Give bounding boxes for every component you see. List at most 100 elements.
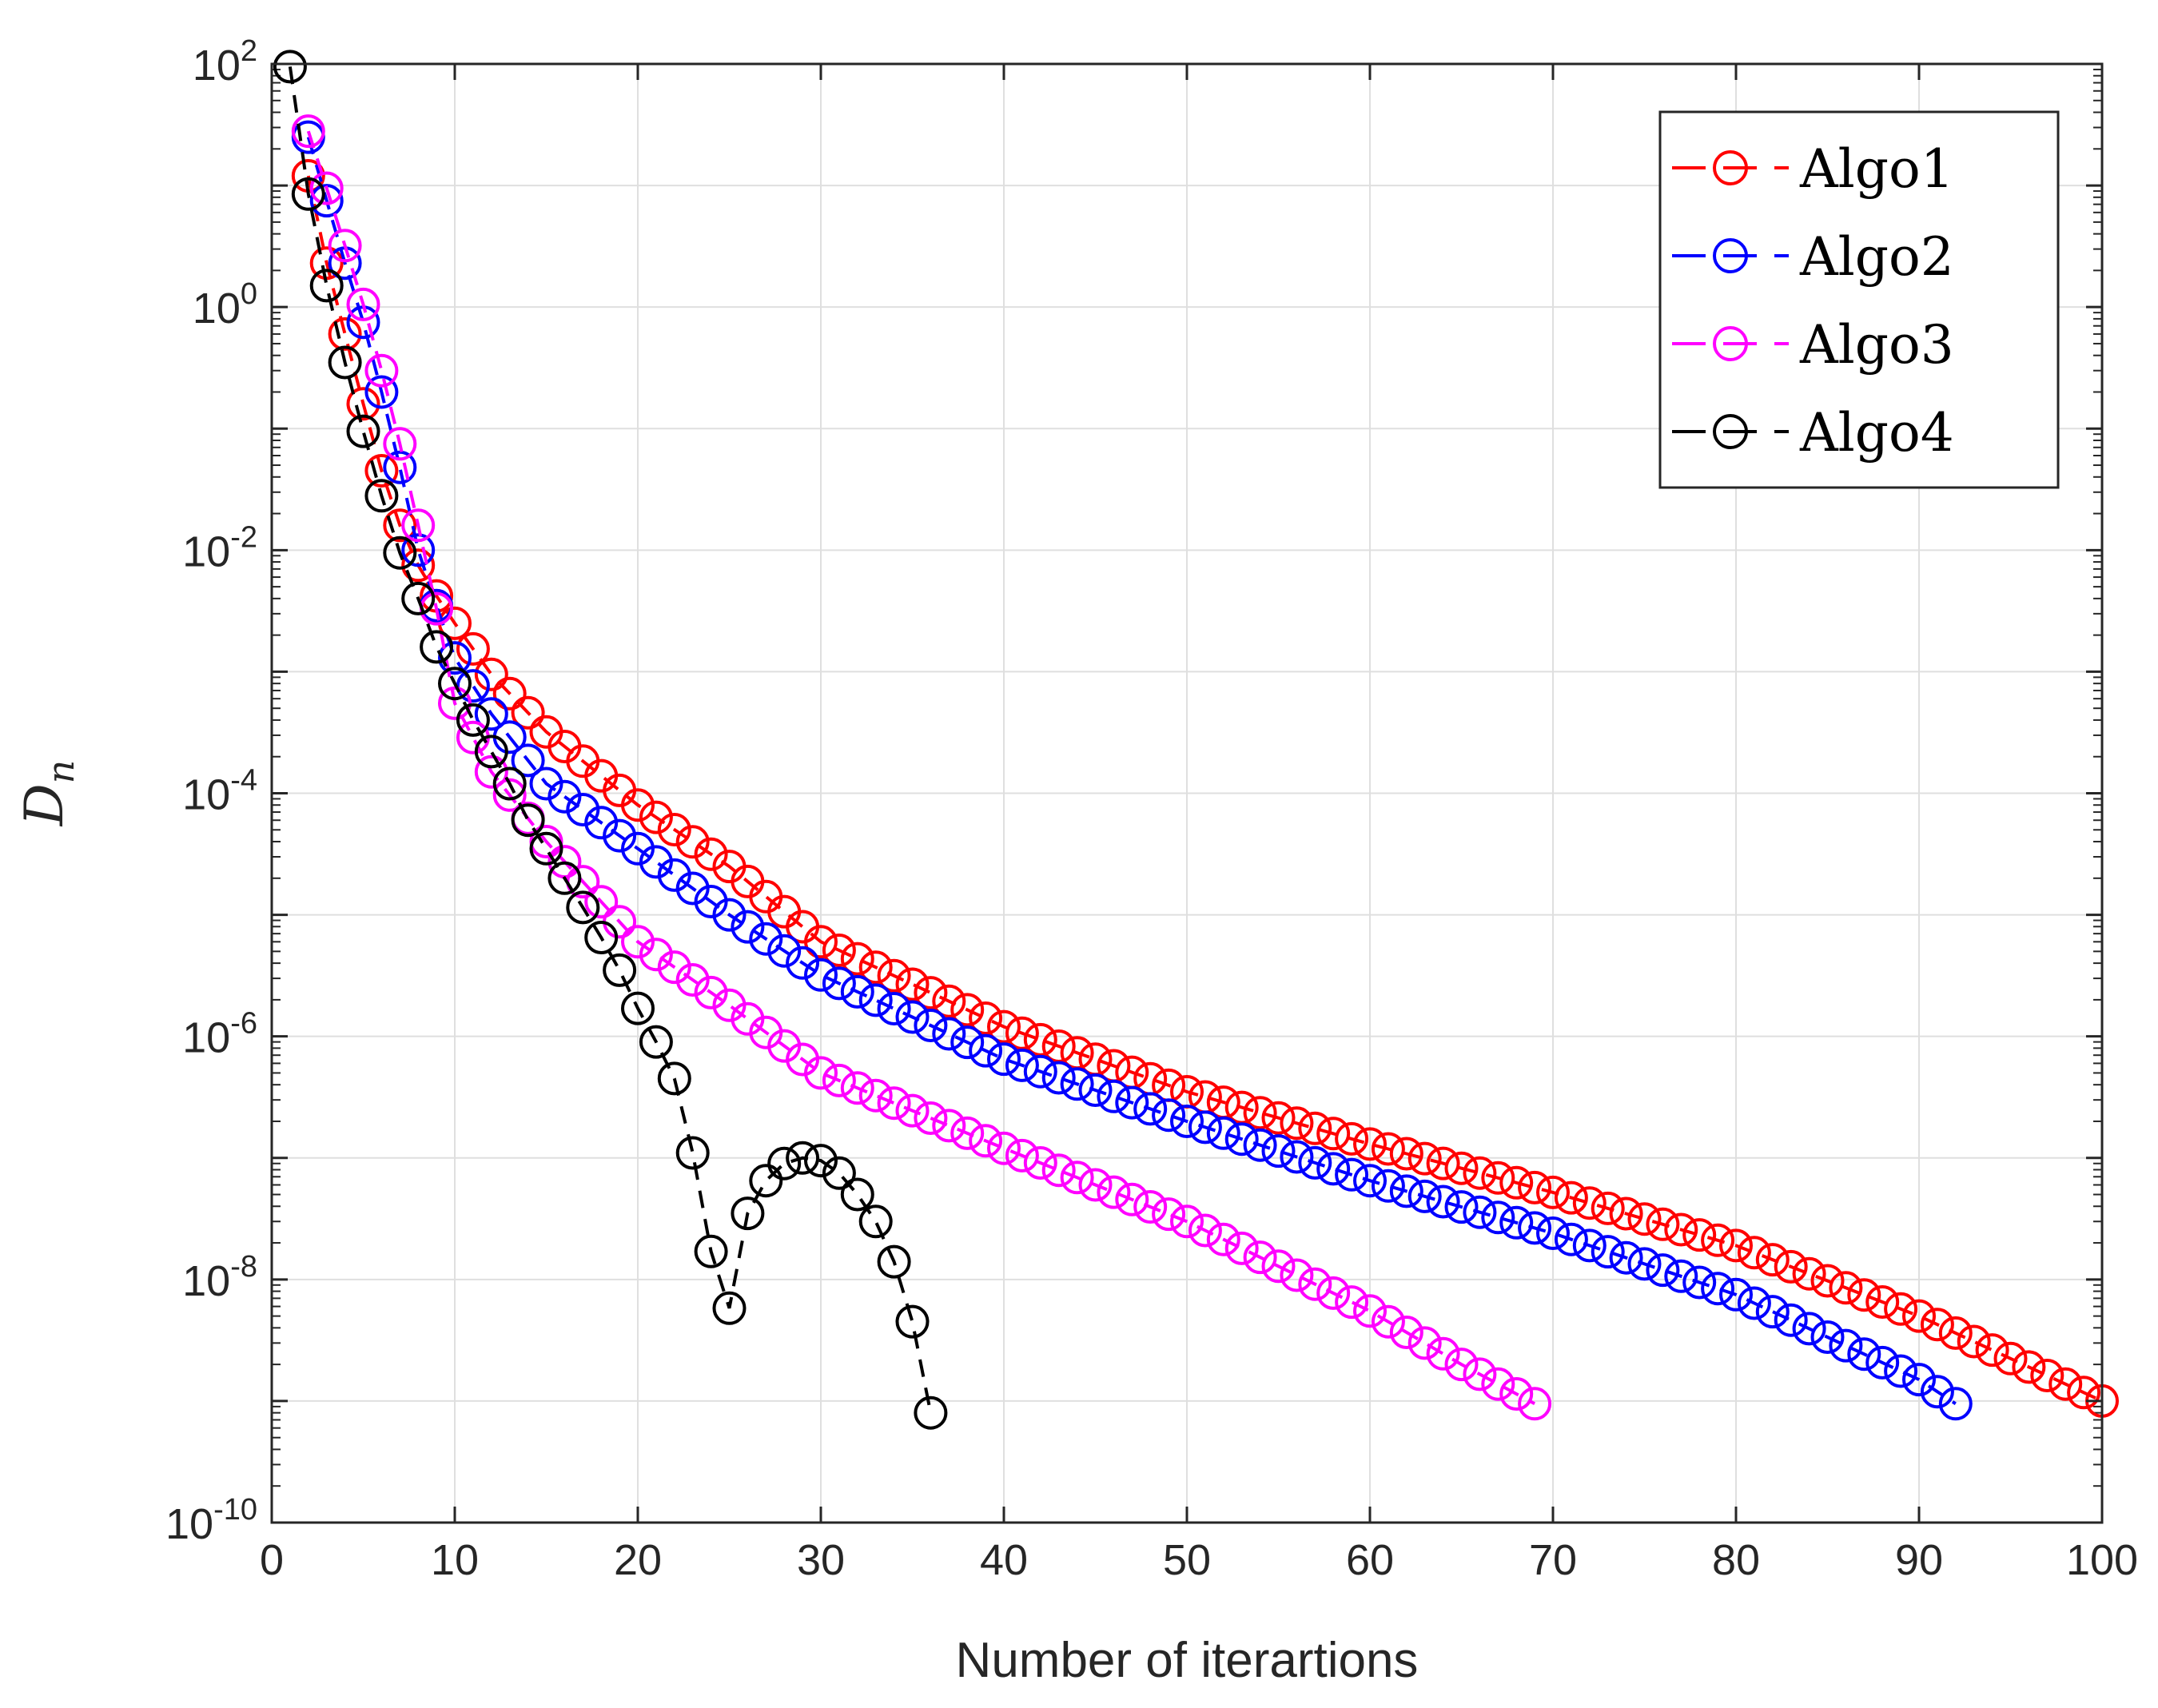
data-point <box>1023 1054 1057 1089</box>
data-point <box>639 800 673 834</box>
data-point <box>1719 1277 1753 1312</box>
data-point <box>712 898 747 932</box>
data-point <box>1371 1169 1405 1203</box>
data-point <box>420 630 454 664</box>
data-point <box>840 942 874 976</box>
data-point <box>1829 1328 1863 1363</box>
data-point <box>1463 1357 1497 1391</box>
data-point <box>1188 1110 1222 1145</box>
data-point <box>547 779 582 814</box>
data-point <box>584 885 619 919</box>
data-point <box>474 754 508 789</box>
data-point <box>1444 1151 1479 1185</box>
data-point <box>1518 1170 1552 1204</box>
data-point <box>1335 1285 1369 1320</box>
data-point <box>1224 1231 1259 1265</box>
minor-ticks <box>272 68 2102 1487</box>
data-point <box>1572 1186 1607 1220</box>
data-point <box>858 1078 893 1113</box>
legend: Algo1 Algo2 Algo3 Algo4 <box>1658 110 2060 489</box>
legend-marker-sample <box>1713 238 1748 273</box>
data-point <box>291 114 325 149</box>
data-point <box>1591 1191 1625 1225</box>
x-tick-label: 30 <box>797 1536 845 1584</box>
data-point <box>895 1000 930 1034</box>
data-point <box>932 984 966 1018</box>
series-algo4 <box>273 50 948 1430</box>
data-point <box>1536 1216 1570 1250</box>
x-axis-label: Number of iterartions <box>956 1633 1419 1688</box>
data-point <box>1335 1121 1369 1156</box>
data-point <box>328 229 362 263</box>
y-tick-label: 10-10 <box>165 1493 257 1548</box>
data-point <box>401 548 436 583</box>
data-point <box>1755 1295 1790 1329</box>
y-tick-label-exponent: 0 <box>241 277 257 311</box>
data-point <box>969 1001 1003 1035</box>
x-tick-label: 100 <box>2066 1536 2138 1584</box>
data-point <box>1627 1247 1662 1281</box>
data-point <box>749 1164 783 1198</box>
data-point <box>1499 1377 1534 1411</box>
data-point <box>1023 1146 1057 1180</box>
data-point <box>858 983 893 1017</box>
data-point <box>675 825 710 859</box>
data-point <box>1701 1272 1735 1306</box>
data-point <box>1389 1316 1423 1349</box>
data-point <box>566 793 600 826</box>
data-point <box>1152 1197 1186 1232</box>
data-point <box>511 695 545 730</box>
data-point <box>804 1144 838 1178</box>
data-point <box>1243 1096 1277 1130</box>
data-point <box>584 921 619 954</box>
data-point <box>1041 1061 1076 1095</box>
data-point <box>675 871 710 906</box>
series-line <box>306 137 1957 1405</box>
data-point <box>914 1101 948 1135</box>
data-point <box>456 703 490 737</box>
data-point <box>840 1071 874 1105</box>
data-point <box>639 845 673 879</box>
data-point <box>291 177 325 211</box>
data-point <box>1682 1218 1717 1252</box>
data-point <box>1792 1256 1826 1291</box>
data-point <box>309 269 344 303</box>
data-point <box>1938 1316 1973 1350</box>
y-tick-label-exponent: 2 <box>241 34 257 68</box>
data-point <box>1152 1098 1186 1133</box>
y-tick-label: 10-6 <box>182 1007 257 1062</box>
data-point <box>895 1093 930 1128</box>
data-point <box>877 1086 911 1121</box>
data-point <box>1902 1299 1936 1333</box>
legend-marker-sample <box>1713 326 1748 361</box>
data-point <box>1389 1137 1423 1171</box>
data-point <box>621 925 655 959</box>
data-point <box>1554 1222 1588 1256</box>
data-point <box>1298 1145 1332 1180</box>
data-point <box>1353 1127 1387 1161</box>
data-point <box>1078 1073 1113 1107</box>
data-point <box>1206 1116 1240 1150</box>
data-point <box>621 991 655 1025</box>
data-point <box>1993 1341 2028 1376</box>
data-point <box>1280 1140 1314 1174</box>
data-point <box>438 641 472 675</box>
series-layer <box>273 50 2119 1430</box>
data-point <box>1115 1085 1149 1120</box>
data-point <box>804 958 838 992</box>
data-point <box>492 778 527 812</box>
data-point <box>1810 1264 1845 1298</box>
svg-text:Dn: Dn <box>14 760 82 827</box>
data-point <box>950 1116 985 1150</box>
data-point <box>1060 1067 1094 1101</box>
legend-label: Algo1 <box>1799 138 1954 200</box>
data-point <box>1407 1141 1442 1176</box>
data-point <box>675 1136 710 1170</box>
legend-item-algo2: Algo2 <box>1672 226 1954 288</box>
data-point <box>1682 1265 1717 1300</box>
legend-item-algo3: Algo3 <box>1672 314 1954 376</box>
x-tick-label: 80 <box>1712 1536 1760 1584</box>
data-point <box>1170 1204 1204 1239</box>
data-point <box>2030 1359 2064 1392</box>
